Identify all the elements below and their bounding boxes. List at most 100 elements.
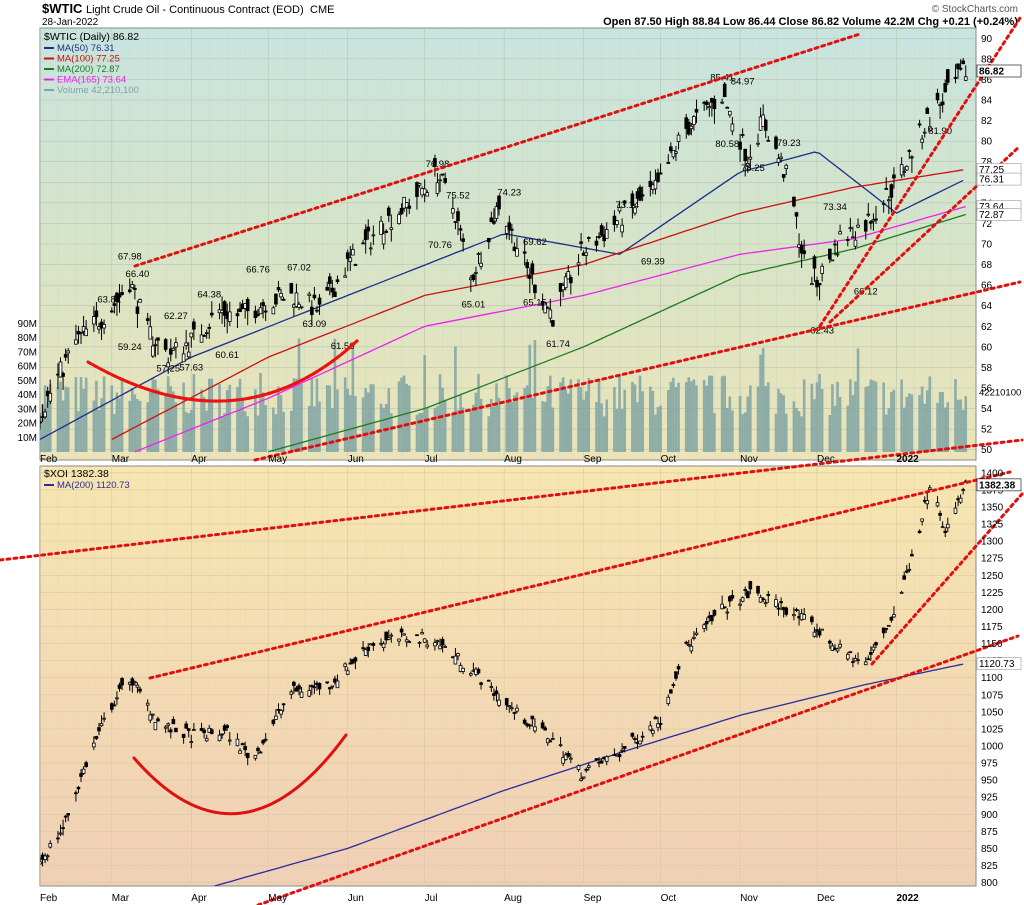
price-candle — [935, 92, 940, 101]
volume-bar — [961, 409, 965, 452]
price-candle — [784, 607, 789, 615]
price-candle — [486, 237, 491, 243]
price-candle — [874, 218, 878, 221]
volume-bar — [595, 402, 598, 452]
price-candle — [63, 353, 68, 358]
volume-bar — [372, 384, 375, 452]
price-candle — [294, 687, 299, 692]
price-candle — [92, 742, 96, 748]
price-candle — [222, 725, 227, 731]
price-tag-label: 77.25 — [979, 165, 1004, 176]
volume-bar — [566, 393, 570, 452]
volume-bar — [507, 388, 511, 452]
price-candle — [907, 150, 912, 152]
price-candle — [253, 754, 258, 759]
price-candle — [399, 628, 404, 633]
price-candle — [474, 271, 478, 274]
price-candle — [730, 595, 735, 599]
price-candle — [599, 760, 604, 764]
legend-label: Volume 42,210,100 — [57, 85, 139, 96]
price-candle — [686, 644, 691, 646]
price-candle — [361, 647, 365, 650]
legend-label: EMA(165) 73.64 — [57, 75, 126, 86]
price-candle — [256, 313, 260, 316]
price-annotation: 70.76 — [428, 240, 452, 251]
legend-label: MA(50) 76.31 — [57, 43, 115, 54]
volume-bar — [749, 385, 752, 452]
price-candle — [130, 284, 135, 289]
price-candle — [433, 157, 437, 167]
price-candle — [584, 768, 589, 771]
y-tick-label: 975 — [981, 759, 998, 770]
y-tick-label: 58 — [981, 363, 993, 374]
price-candle — [456, 653, 460, 657]
volume-bar — [525, 385, 529, 452]
price-candle — [530, 715, 535, 720]
volume-bar — [505, 375, 509, 452]
price-candle — [653, 179, 658, 190]
y-tick-label: 825 — [981, 861, 998, 872]
volume-bar — [810, 383, 814, 452]
price-candle — [527, 724, 532, 727]
price-candle — [597, 236, 601, 238]
volume-bar — [256, 415, 260, 452]
x-tick-label: Mar — [112, 454, 130, 465]
volume-bar — [459, 394, 462, 452]
price-candle — [748, 581, 753, 590]
price-candle — [74, 792, 78, 795]
price-candle — [386, 637, 391, 640]
volume-bar — [236, 387, 239, 452]
volume-tick-label: 10M — [18, 433, 37, 444]
price-candle — [563, 276, 568, 289]
price-candle — [299, 306, 304, 309]
y-tick-label: 66 — [981, 281, 993, 292]
price-candle — [694, 108, 699, 113]
price-annotation: 63.09 — [302, 319, 326, 330]
price-candle — [866, 658, 871, 661]
volume-bar — [546, 386, 550, 452]
moving-average-line — [111, 169, 964, 440]
y-tick-label: 64 — [981, 301, 993, 312]
price-candle — [525, 262, 530, 269]
volume-bar — [64, 386, 67, 452]
price-candle — [776, 607, 781, 610]
price-candle — [435, 182, 440, 194]
volume-bar — [582, 399, 585, 452]
price-candle — [168, 348, 173, 355]
price-candle — [281, 703, 286, 706]
price-candle — [586, 237, 591, 239]
volume-bar — [695, 385, 698, 452]
moving-average-line — [268, 213, 966, 453]
volume-bar — [672, 377, 675, 452]
price-candle — [343, 275, 347, 278]
volume-bar — [74, 377, 78, 452]
price-candle — [81, 768, 86, 774]
price-candle — [845, 653, 850, 660]
volume-bar — [569, 379, 573, 452]
price-candle — [676, 134, 681, 143]
price-candle — [651, 730, 655, 734]
price-candle — [363, 649, 368, 656]
price-candle — [653, 716, 658, 720]
volume-bar — [731, 410, 734, 452]
price-candle — [258, 307, 263, 315]
price-candle — [84, 762, 88, 767]
volume-bar — [846, 405, 850, 452]
price-candle — [133, 681, 137, 684]
price-candle — [199, 334, 204, 343]
price-annotation: 69.39 — [641, 256, 665, 267]
price-candle — [720, 101, 724, 104]
price-candle — [138, 299, 142, 303]
ohlc-readout: Open 87.50 High 88.84 Low 86.44 Close 86… — [603, 16, 1018, 28]
volume-bar — [246, 416, 250, 452]
volume-bar — [964, 396, 968, 452]
volume-bar — [854, 381, 857, 452]
price-candle — [902, 575, 906, 580]
price-candle — [438, 645, 442, 650]
x-tick-label: Oct — [661, 454, 677, 465]
price-annotation: 84.97 — [731, 76, 755, 87]
volume-bar — [174, 402, 178, 452]
price-candle — [794, 212, 799, 217]
price-candle — [94, 310, 99, 318]
price-candle — [722, 83, 727, 98]
